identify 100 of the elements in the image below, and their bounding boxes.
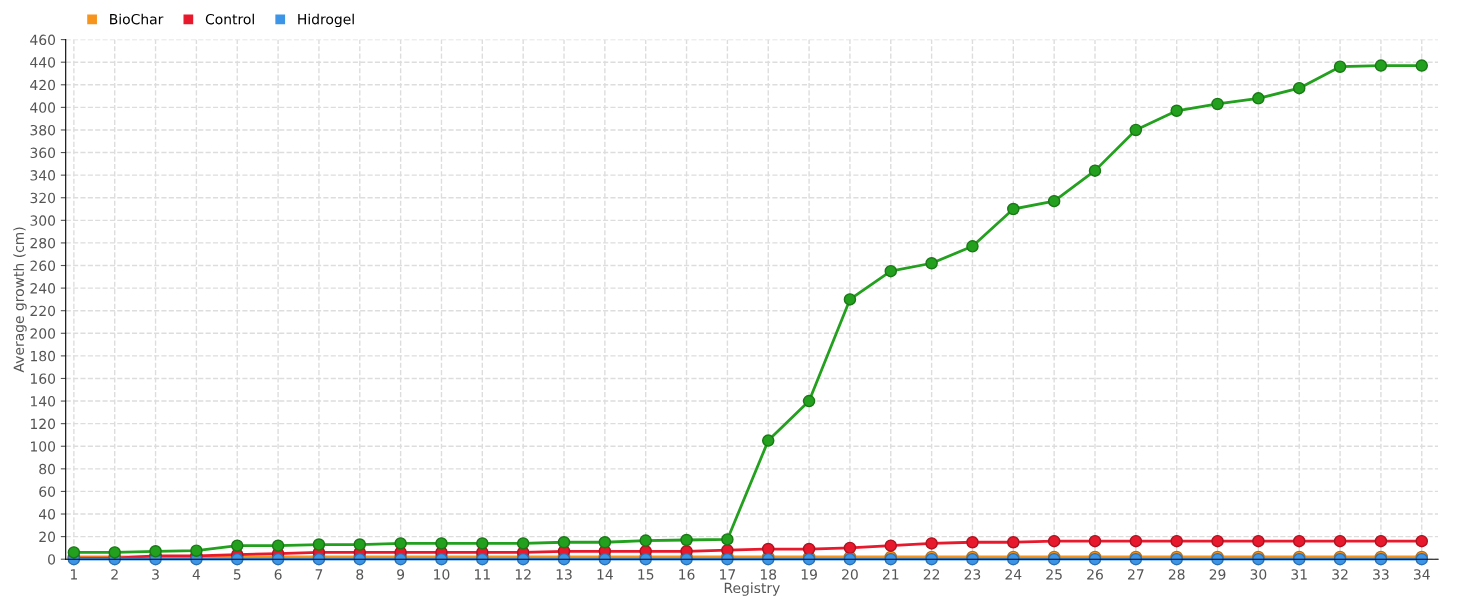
point [884,264,898,278]
y-tick-label: 400 [30,102,56,113]
point [1374,534,1388,548]
point [925,257,938,270]
y-tick-label: 60 [39,486,56,497]
y-tick-label: 100 [30,441,56,452]
x-tick-label: 27 [1128,569,1144,580]
y-tick-label: 200 [30,328,56,339]
point [1007,202,1020,216]
x-tick-label: 30 [1250,569,1267,580]
legend-label: Control [205,13,254,25]
point [802,542,816,556]
x-tick-label: 15 [638,569,654,580]
y-axis-title: Average growth (cm) [13,227,27,373]
x-tick-label: 9 [397,569,405,580]
point [1047,534,1061,548]
point [925,537,938,550]
x-tick-label: 24 [1005,569,1022,580]
point [476,537,489,550]
point [1211,534,1224,548]
point [353,538,367,551]
y-tick-label: 280 [30,237,56,249]
point [67,546,81,559]
point [271,539,285,552]
y-tick-label: 440 [30,57,56,68]
point [312,538,326,551]
point [1333,60,1347,73]
point [1129,534,1143,548]
y-tick-label: 320 [30,192,56,204]
y-tick-label: 20 [39,531,56,543]
x-tick-label: 34 [1413,569,1430,580]
point [557,536,571,549]
point [1292,534,1306,548]
y-tick-label: 120 [30,418,56,430]
y-tick-label: 140 [30,396,56,407]
x-tick-label: 2 [111,569,118,580]
x-tick-label: 31 [1291,569,1307,580]
legend-label: BioChar [110,13,164,25]
y-tick-label: 0 [48,554,56,565]
x-tick-label: 23 [964,569,981,580]
point [966,240,979,253]
y-tick-label: 360 [30,147,56,159]
point [230,539,244,552]
point [1252,92,1265,105]
point [761,434,775,447]
point [1374,59,1388,72]
point [516,537,530,550]
x-tick-label: 6 [274,569,282,580]
x-tick-label: 8 [356,569,364,580]
point [761,542,775,556]
y-tick-label: 160 [30,373,56,384]
point [639,534,652,547]
x-tick-label: 12 [515,569,531,580]
legend-label: Hidrogel [298,13,354,28]
x-tick-label: 1 [70,569,77,580]
x-axis-title: Registry [724,582,780,596]
point [802,394,816,408]
x-tick-label: 19 [801,569,817,580]
x-tick-label: 26 [1087,569,1103,580]
x-tick-label: 7 [315,569,323,580]
point [843,293,857,306]
point [1170,104,1183,118]
x-tick-label: 18 [760,569,777,580]
y-tick-label: 40 [38,508,56,520]
y-tick-label: 420 [30,79,56,91]
x-tick-label: 21 [882,569,899,580]
y-tick-label: 80 [39,463,56,475]
point [1088,534,1102,548]
y-tick-label: 220 [30,305,56,317]
point [1047,194,1061,208]
y-tick-label: 460 [30,34,56,46]
point [1007,536,1020,549]
x-tick-label: 5 [233,569,241,580]
point [1170,534,1183,548]
point [966,536,979,549]
x-tick-label: 3 [152,569,159,580]
y-tick-label: 300 [30,215,56,226]
y-tick-label: 180 [30,350,56,362]
y-tick-label: 380 [30,124,56,136]
point [884,539,898,552]
point [1415,534,1429,548]
x-tick-label: 16 [679,569,695,580]
point [1088,164,1102,177]
x-tick-label: 14 [597,569,613,580]
point [680,533,693,547]
x-tick-label: 29 [1209,569,1226,580]
point [1129,123,1143,137]
point [435,537,448,550]
x-tick-label: 33 [1373,569,1389,580]
x-tick-label: 17 [720,569,736,580]
x-tick-label: 32 [1332,569,1348,580]
point [721,533,734,546]
point [108,546,121,559]
x-tick-label: 28 [1168,569,1185,580]
x-tick-label: 4 [192,569,201,580]
point [1292,81,1306,95]
x-tick-label: 13 [556,569,572,580]
y-tick-label: 260 [30,260,56,271]
x-tick-label: 11 [475,569,490,580]
x-tick-label: 10 [434,569,450,580]
